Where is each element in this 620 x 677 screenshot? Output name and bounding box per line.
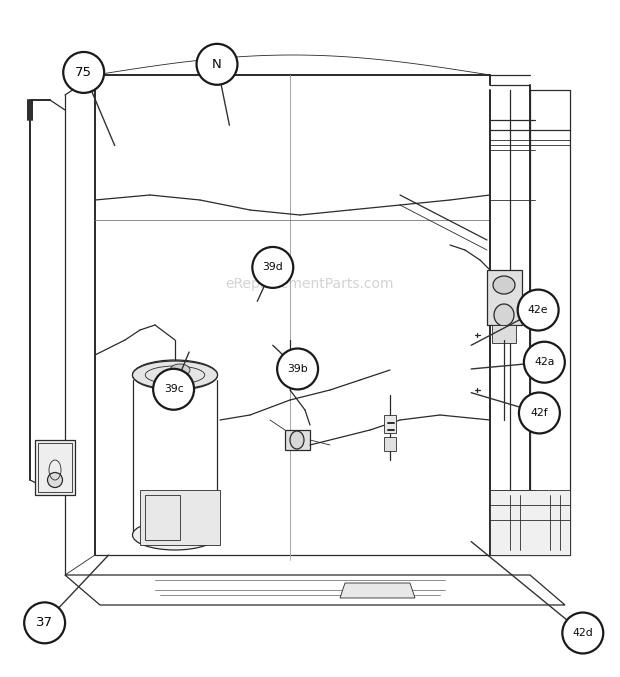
Circle shape <box>519 393 560 433</box>
Text: 39d: 39d <box>262 263 283 272</box>
Bar <box>384 415 396 433</box>
Text: 42d: 42d <box>572 628 593 638</box>
Circle shape <box>277 349 318 389</box>
Ellipse shape <box>133 520 218 550</box>
Circle shape <box>518 290 559 330</box>
Circle shape <box>524 342 565 383</box>
Text: 39b: 39b <box>287 364 308 374</box>
Polygon shape <box>340 583 415 598</box>
Ellipse shape <box>170 364 190 376</box>
Circle shape <box>24 603 65 643</box>
Text: 75: 75 <box>75 66 92 79</box>
Text: 39c: 39c <box>164 385 184 394</box>
Text: eReplacementParts.com: eReplacementParts.com <box>226 278 394 291</box>
Ellipse shape <box>493 276 515 294</box>
Ellipse shape <box>133 360 218 390</box>
Ellipse shape <box>133 361 218 389</box>
Ellipse shape <box>290 431 304 449</box>
Text: 42a: 42a <box>534 357 554 367</box>
Circle shape <box>153 369 194 410</box>
Bar <box>140 490 220 545</box>
Bar <box>492 325 516 343</box>
Bar <box>487 270 522 325</box>
Circle shape <box>63 52 104 93</box>
Ellipse shape <box>494 304 514 326</box>
Bar <box>35 440 75 495</box>
Text: 42e: 42e <box>528 305 549 315</box>
Text: N: N <box>212 58 222 71</box>
Bar <box>285 430 310 450</box>
Circle shape <box>197 44 237 85</box>
Circle shape <box>252 247 293 288</box>
Text: 42f: 42f <box>531 408 548 418</box>
Bar <box>145 495 180 540</box>
Text: 37: 37 <box>36 616 53 630</box>
Circle shape <box>562 613 603 653</box>
Bar <box>384 437 396 451</box>
Bar <box>38 443 72 492</box>
Polygon shape <box>490 490 570 555</box>
Ellipse shape <box>48 473 63 487</box>
